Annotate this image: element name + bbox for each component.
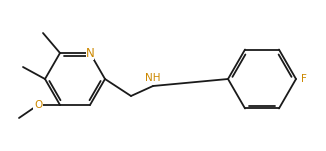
Text: O: O: [34, 100, 42, 110]
Text: F: F: [301, 74, 307, 84]
Text: NH: NH: [145, 73, 161, 83]
Text: N: N: [86, 47, 94, 59]
